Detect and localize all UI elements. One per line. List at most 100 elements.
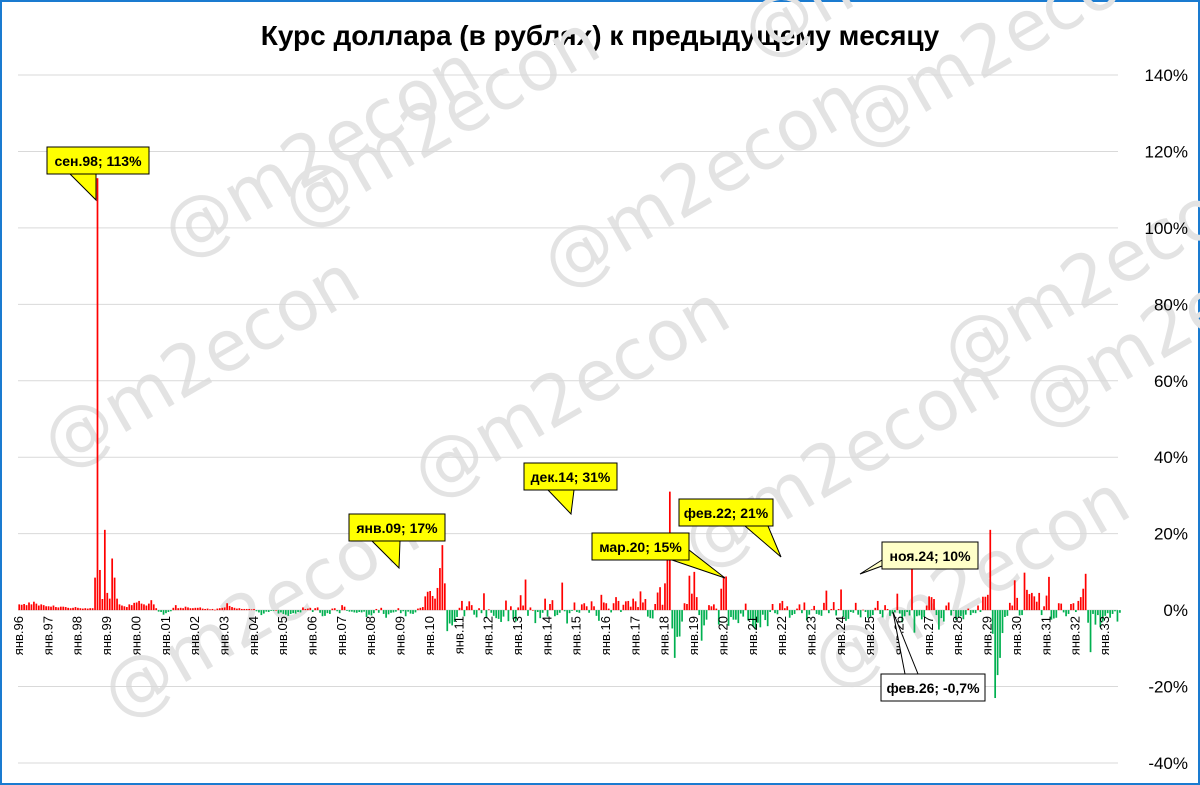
- bar: [942, 610, 945, 622]
- bar: [133, 602, 136, 611]
- bar: [1106, 610, 1109, 614]
- bar: [908, 610, 911, 616]
- bar: [847, 610, 850, 619]
- bar: [407, 610, 409, 612]
- bar: [808, 610, 811, 615]
- bar: [771, 603, 774, 611]
- y-tick-label: 20%: [1154, 525, 1188, 544]
- bar: [62, 606, 65, 611]
- bar: [615, 597, 617, 611]
- bar: [722, 576, 725, 611]
- bar: [265, 610, 268, 612]
- callout-layer: сен.98; 113% янв.09; 17% дек.14; 31% мар.20…: [46, 146, 986, 702]
- bar: [77, 607, 79, 611]
- bar: [426, 591, 429, 611]
- bar: [138, 600, 140, 611]
- bar: [769, 610, 771, 613]
- bar: [532, 610, 534, 611]
- bar: [431, 595, 434, 611]
- bar: [262, 610, 265, 614]
- bar: [306, 608, 309, 611]
- bar: [903, 610, 906, 617]
- bar: [1104, 610, 1107, 616]
- bar: [519, 595, 522, 611]
- bar: [832, 602, 835, 611]
- bar: [282, 610, 285, 614]
- bar: [1043, 606, 1045, 611]
- bar: [764, 610, 767, 621]
- bar: [226, 603, 228, 611]
- bar: [536, 610, 539, 613]
- bar: [453, 610, 456, 622]
- bar: [272, 610, 275, 611]
- bar: [1119, 610, 1121, 613]
- bar: [642, 602, 644, 611]
- bar: [1065, 610, 1067, 617]
- bar: [404, 610, 407, 617]
- bar: [177, 608, 180, 611]
- bar: [568, 610, 571, 614]
- bar: [351, 610, 353, 612]
- bar: [945, 605, 948, 611]
- bar: [999, 610, 1001, 658]
- bar: [911, 552, 913, 611]
- bar: [759, 610, 762, 628]
- bar: [248, 608, 250, 611]
- bar: [825, 590, 828, 611]
- bar: [620, 610, 622, 613]
- bar: [617, 600, 620, 611]
- bar: [952, 610, 955, 611]
- bar: [830, 608, 833, 611]
- watermark-layer: @m2econ@m2econ@m2econ@m2econ@m2econ@m2ec…: [28, 0, 1200, 735]
- bar: [1053, 610, 1055, 619]
- bar: [896, 593, 899, 611]
- bar: [69, 608, 72, 611]
- callout-box: [880, 673, 986, 702]
- bar: [1089, 610, 1092, 653]
- bar: [480, 610, 483, 614]
- x-tick-label: янв.08: [363, 616, 378, 655]
- bar: [813, 605, 816, 611]
- bar: [715, 608, 718, 611]
- bar: [788, 610, 791, 618]
- bar: [703, 610, 705, 626]
- bar: [135, 602, 138, 611]
- bar: [360, 610, 363, 613]
- bar: [818, 610, 820, 615]
- bar: [231, 607, 233, 611]
- watermark-text: @m2econ: [828, 0, 1173, 165]
- bar: [815, 610, 818, 614]
- bar: [901, 610, 904, 623]
- bar: [103, 529, 106, 611]
- bar: [390, 610, 392, 613]
- bar: [380, 607, 383, 611]
- bar: [698, 610, 701, 616]
- bar: [1109, 610, 1111, 618]
- bar: [392, 610, 395, 613]
- bar: [969, 610, 972, 616]
- bar: [478, 608, 480, 611]
- bar: [551, 600, 554, 611]
- bar: [302, 607, 304, 611]
- bar: [979, 610, 982, 613]
- bar: [130, 605, 133, 611]
- bar: [436, 587, 439, 611]
- bar: [443, 583, 446, 611]
- bar: [583, 603, 586, 611]
- bar: [774, 610, 776, 614]
- bar: [622, 604, 625, 611]
- bar: [1001, 610, 1004, 634]
- callout-label: фев.22; 21%: [684, 505, 769, 521]
- bar: [720, 588, 723, 611]
- bar: [399, 610, 402, 614]
- bar: [125, 607, 128, 611]
- bar: [507, 610, 510, 622]
- bar: [656, 592, 659, 611]
- bar: [693, 571, 696, 611]
- bar: [602, 602, 605, 611]
- bar: [955, 610, 957, 621]
- bar: [106, 592, 109, 611]
- x-tick-label: янв.03: [216, 616, 231, 655]
- bar: [1035, 601, 1038, 611]
